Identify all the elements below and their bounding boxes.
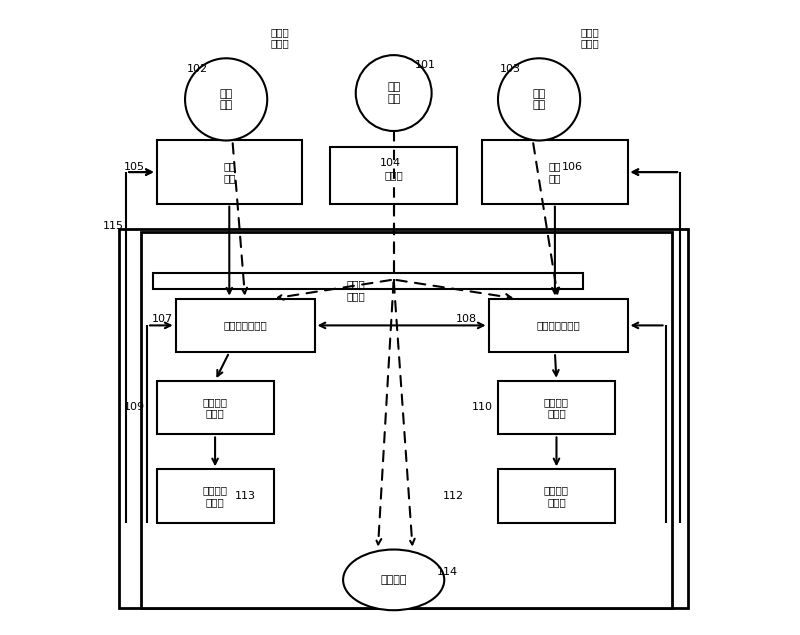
- Text: 右侧图像比较器: 右侧图像比较器: [536, 321, 580, 330]
- Text: 103: 103: [500, 64, 521, 74]
- Text: 114: 114: [437, 566, 458, 577]
- Bar: [157, 469, 274, 523]
- Text: 会聚目标: 会聚目标: [381, 575, 407, 585]
- Text: 左侧
镜头: 左侧 镜头: [219, 89, 233, 110]
- Text: 中央
镜头: 中央 镜头: [387, 83, 400, 104]
- Text: 110: 110: [472, 403, 493, 412]
- Text: 左侧镜
头视频: 左侧镜 头视频: [270, 27, 289, 48]
- Text: 右侧镜
头视频: 右侧镜 头视频: [580, 27, 599, 48]
- Bar: [330, 147, 457, 204]
- Bar: [482, 140, 628, 204]
- Bar: [489, 298, 627, 352]
- Ellipse shape: [343, 549, 444, 610]
- Text: 右侧镜头
驱动器: 右侧镜头 驱动器: [544, 485, 569, 507]
- Text: 102: 102: [187, 64, 208, 74]
- Bar: [141, 232, 672, 608]
- Text: 115: 115: [103, 221, 124, 231]
- Bar: [157, 381, 274, 434]
- Bar: [498, 469, 615, 523]
- Text: 中央镜
头视频: 中央镜 头视频: [346, 279, 365, 301]
- Bar: [118, 229, 688, 608]
- Text: 104: 104: [380, 157, 401, 168]
- Circle shape: [356, 55, 432, 131]
- Bar: [154, 273, 583, 289]
- Bar: [175, 298, 314, 352]
- Text: 右侧
镜头: 右侧 镜头: [533, 89, 546, 110]
- Circle shape: [498, 58, 580, 140]
- Text: 左侧镜头
驱动器: 左侧镜头 驱动器: [202, 485, 227, 507]
- Text: 101: 101: [415, 60, 436, 70]
- Bar: [157, 140, 302, 204]
- Text: 113: 113: [234, 491, 255, 501]
- Text: 107: 107: [152, 314, 174, 324]
- Text: 112: 112: [443, 491, 464, 501]
- Circle shape: [185, 58, 267, 140]
- Text: 左侧
云台: 左侧 云台: [223, 161, 235, 183]
- Text: 109: 109: [124, 403, 145, 412]
- Text: 108: 108: [456, 314, 477, 324]
- Text: 右侧云台
驱动器: 右侧云台 驱动器: [544, 397, 569, 418]
- Text: 左侧图像比较器: 左侧图像比较器: [223, 321, 267, 330]
- Text: 106: 106: [562, 162, 583, 172]
- Text: 固定座: 固定座: [384, 170, 403, 180]
- Text: 105: 105: [124, 162, 145, 172]
- Text: 左侧云台
驱动器: 左侧云台 驱动器: [202, 397, 227, 418]
- Bar: [498, 381, 615, 434]
- Text: 右侧
云台: 右侧 云台: [549, 161, 561, 183]
